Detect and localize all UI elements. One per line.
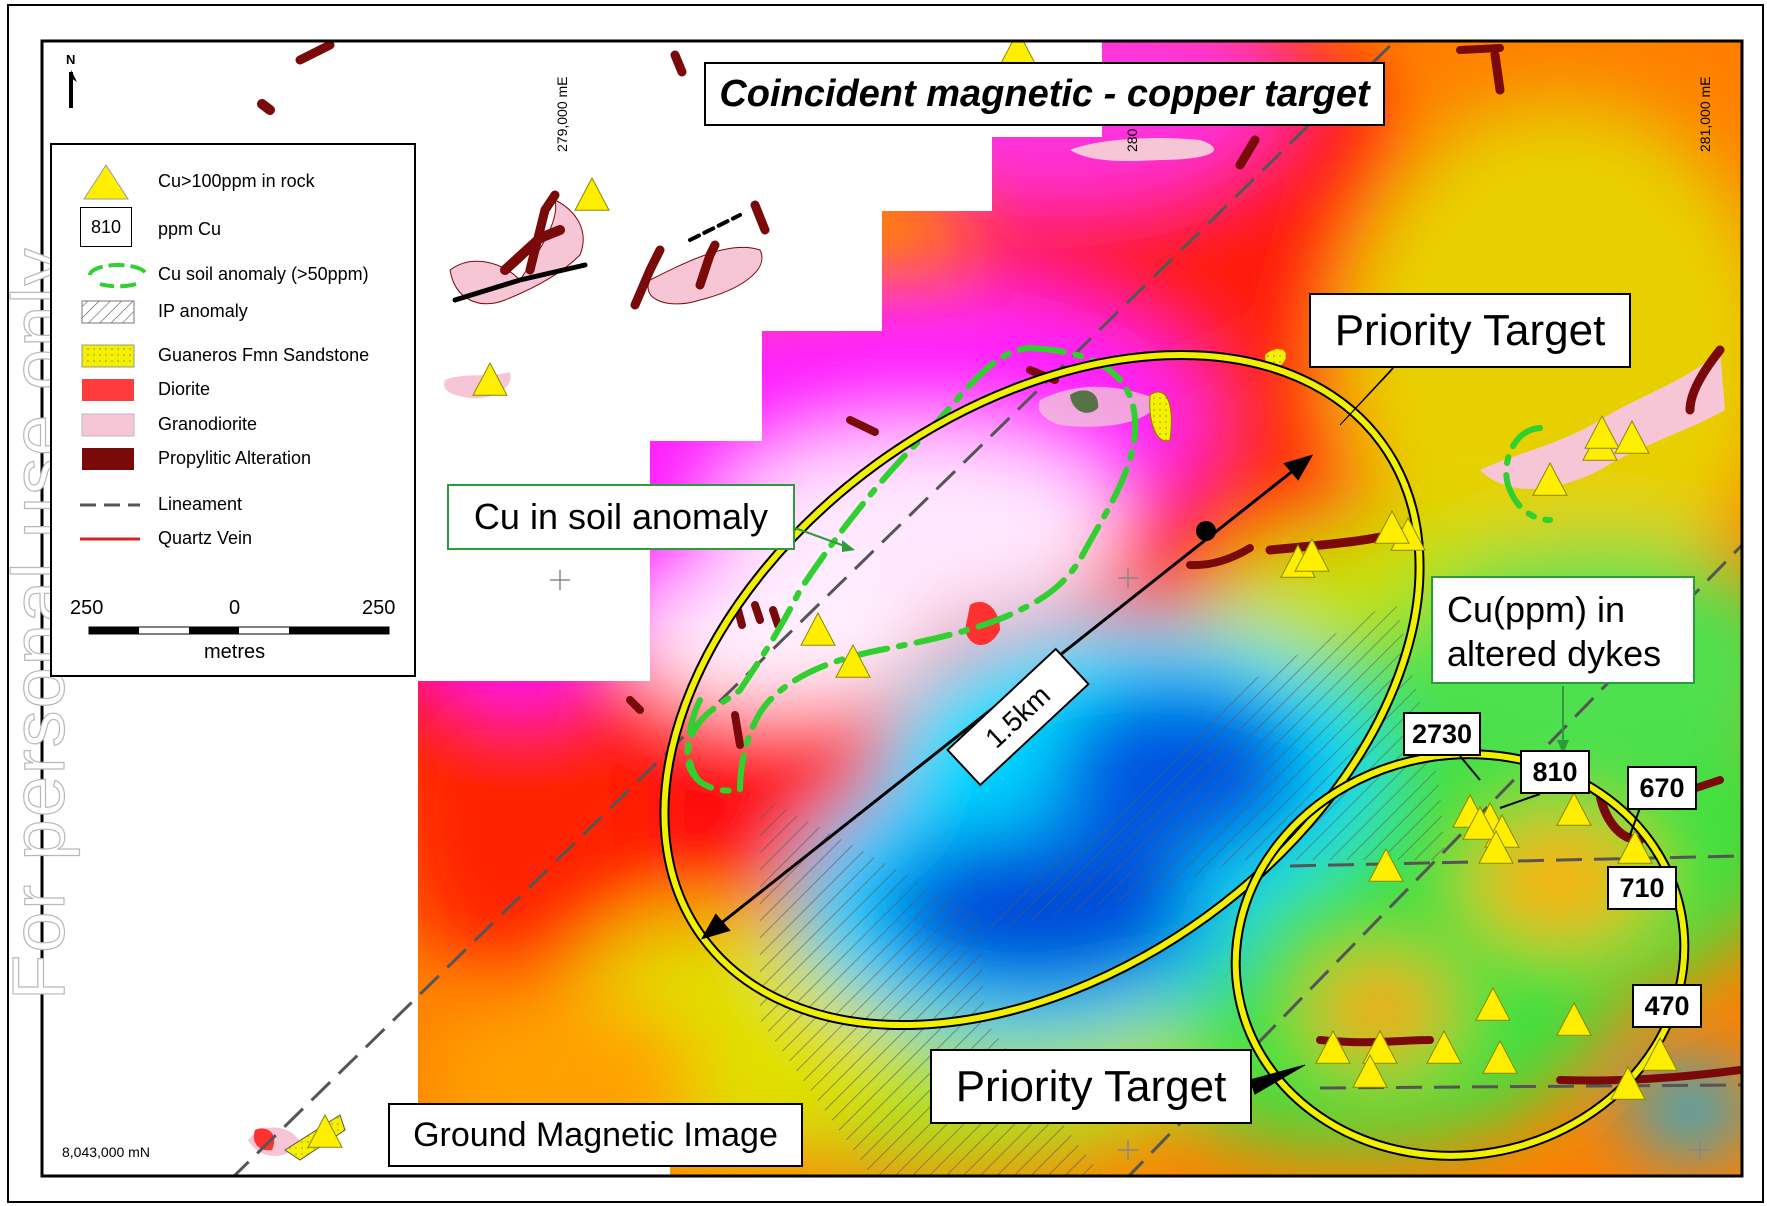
legend-label: Propylitic Alteration — [158, 448, 312, 468]
legend-label: IP anomaly — [158, 301, 248, 321]
legend-label: Cu soil anomaly (>50ppm) — [158, 264, 369, 284]
scale-middle: 0 — [229, 597, 241, 619]
easting-label-280000: 280 — [1124, 128, 1140, 152]
ground-magnetic-image-label: Ground Magnetic Image — [388, 1103, 803, 1167]
legend-label: Quartz Vein — [158, 528, 253, 548]
sample-value-470: 470 — [1632, 984, 1702, 1028]
hatch-icon — [81, 300, 135, 324]
rock-sample-triangle — [1532, 461, 1568, 496]
sample-value-2730: 2730 — [1403, 712, 1481, 756]
rock-sample-triangle — [1610, 1065, 1646, 1100]
rock-sample-triangle — [1614, 419, 1650, 454]
rock-sample-triangle — [1617, 829, 1653, 864]
dashed-line-icon — [80, 503, 140, 507]
legend-item-lineament: Lineament — [52, 490, 414, 520]
cu-soil-anomaly-outlines — [684, 344, 1553, 794]
legend-item-propylitic: Propylitic Alteration — [52, 444, 414, 474]
legend-item-sandstone: Guaneros Fmn Sandstone — [52, 341, 414, 371]
scale-unit: metres — [204, 641, 266, 663]
rock-sample-triangle — [1642, 1036, 1678, 1071]
callout-pointers — [794, 359, 1641, 1095]
rock-sample-triangle — [1368, 847, 1404, 882]
easting-label-281000: 281,000 mE — [1697, 76, 1713, 153]
scale-left: 250 — [70, 597, 104, 619]
green-dashed-ring-icon — [88, 263, 148, 289]
northing-label: 8,043,000 mN — [62, 1144, 150, 1160]
priority-target-ellipses — [659, 349, 1690, 1161]
legend: Cu>100ppm in rock 810 ppm Cu Cu soil ano… — [50, 143, 416, 677]
rock-sample-triangle — [1294, 537, 1330, 572]
page-frame — [7, 4, 1764, 1203]
rock-sample-triangle — [1475, 986, 1511, 1021]
pink-fill-icon — [81, 413, 135, 437]
north-label: N — [66, 52, 76, 67]
map-frame — [40, 39, 1744, 1178]
rock-sample-triangle — [835, 643, 871, 678]
priority-target-label-lower: Priority Target — [930, 1049, 1252, 1124]
red-fill-icon — [82, 379, 134, 401]
north-arrow-icon — [69, 70, 77, 108]
easting-label-279000: 279,000 mE — [554, 76, 570, 153]
rock-sample-triangle — [1362, 1029, 1398, 1064]
map-title: Coincident magnetic - copper target — [704, 62, 1385, 126]
legend-item-quartz-vein: Quartz Vein — [52, 524, 414, 554]
legend-label: Diorite — [158, 379, 211, 399]
grid-crosses — [550, 568, 1710, 1160]
legend-item-cu-rock: Cu>100ppm in rock — [52, 164, 414, 200]
legend-label: Cu>100ppm in rock — [158, 171, 315, 191]
sample-value-810: 810 — [1520, 750, 1590, 794]
legend-label: ppm Cu — [158, 219, 222, 239]
legend-item-ppm-cu: 810 ppm Cu — [52, 207, 414, 247]
rock-sample-triangle — [307, 1113, 343, 1148]
legend-item-granodiorite: Granodiorite — [52, 410, 414, 440]
rock-sample-triangle — [574, 176, 610, 211]
ip-anomaly-east — [985, 600, 1445, 930]
cu-soil-anomaly-label: Cu in soil anomaly — [447, 484, 795, 550]
rock-sample-triangle — [472, 361, 508, 396]
priority-target-label-upper: Priority Target — [1309, 293, 1631, 368]
rock-sample-triangle — [1315, 1029, 1351, 1064]
scale-right: 250 — [362, 597, 396, 619]
maroon-fill-icon — [82, 448, 134, 470]
rock-sample-triangle — [1352, 1053, 1388, 1088]
legend-item-cu-soil: Cu soil anomaly (>50ppm) — [52, 260, 414, 290]
rock-sample-triangle — [1556, 1001, 1592, 1036]
sample-value-710: 710 — [1607, 866, 1677, 910]
rock-sample-triangle — [1556, 791, 1592, 826]
red-line-icon — [80, 537, 140, 541]
yellow-triangle-icon — [83, 164, 129, 200]
yellow-fill-icon — [81, 344, 135, 368]
cu-ppm-dykes-label: Cu(ppm) in altered dykes — [1431, 576, 1695, 684]
scale-bar — [88, 626, 390, 635]
rock-sample-triangle — [800, 611, 836, 646]
legend-label: Granodiorite — [158, 414, 258, 434]
rock-sample-triangle — [1482, 1039, 1518, 1074]
rock-sample-triangle — [1374, 509, 1410, 544]
legend-label: Lineament — [158, 494, 243, 514]
sample-value-670: 670 — [1627, 766, 1697, 810]
rock-sample-triangle — [1462, 805, 1498, 840]
rock-sample-triangle — [1478, 829, 1514, 864]
legend-label: Guaneros Fmn Sandstone — [158, 345, 370, 365]
legend-item-diorite: Diorite — [52, 375, 414, 405]
legend-item-ip: IP anomaly — [52, 297, 414, 327]
value-box-icon: 810 — [80, 207, 132, 247]
rock-sample-triangles — [307, 41, 1678, 1148]
rock-sample-triangle — [1584, 414, 1620, 449]
rock-sample-triangle — [1426, 1029, 1462, 1064]
